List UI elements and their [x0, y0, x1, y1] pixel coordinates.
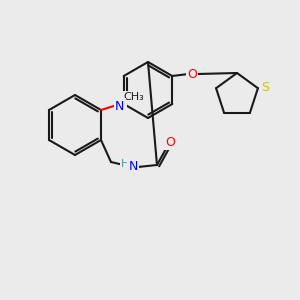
Text: O: O: [116, 98, 126, 110]
Text: N: N: [115, 100, 124, 112]
Text: S: S: [261, 81, 269, 94]
Text: H: H: [121, 159, 129, 169]
Text: O: O: [187, 68, 197, 80]
Text: CH₃: CH₃: [124, 92, 144, 102]
Text: O: O: [165, 136, 175, 148]
Text: N: N: [128, 160, 138, 173]
